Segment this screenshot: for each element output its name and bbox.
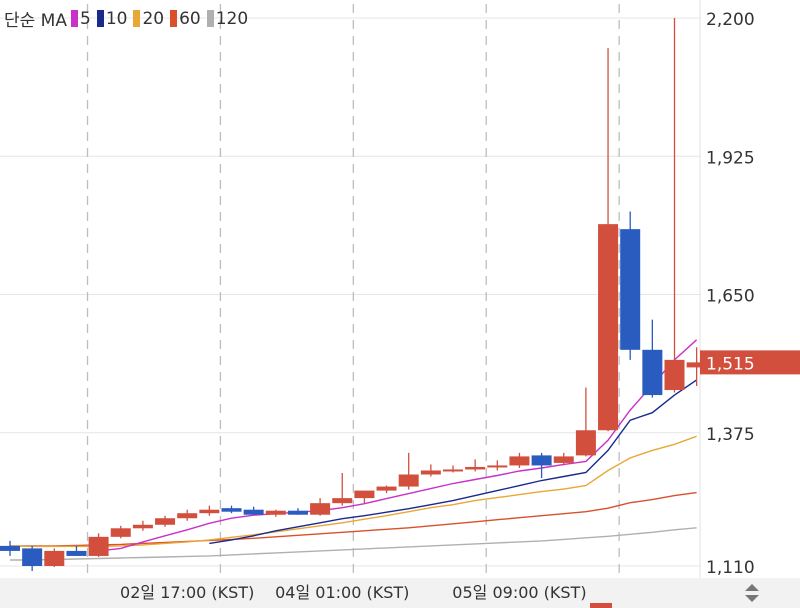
candle-body-4	[88, 536, 109, 556]
current-price-tag	[700, 350, 800, 375]
candle-body-11	[243, 509, 264, 515]
ma-line-60	[10, 491, 697, 547]
legend-label-ma10: 10	[105, 8, 128, 29]
candle-body-23	[509, 456, 530, 466]
ma-line-20	[9, 435, 697, 548]
candle-body-31	[686, 362, 707, 368]
candle-body-1	[22, 548, 43, 566]
legend-label-ma5: 5	[79, 8, 91, 29]
candle-body-9	[199, 509, 220, 514]
candle-body-6	[132, 524, 153, 529]
candle-body-14	[310, 503, 331, 515]
candle-body-2	[44, 550, 65, 566]
legend-label-ma20: 20	[142, 8, 165, 29]
x-tick-label-1: 04일 01:00 (KST)	[275, 583, 409, 602]
y-tick-label-0: 2,200	[706, 10, 755, 30]
candle-body-3	[66, 550, 87, 556]
candle-body-5	[110, 528, 131, 537]
candle-body-0	[0, 545, 20, 551]
candle-body-8	[177, 513, 198, 519]
legend-swatch-ma60	[170, 10, 178, 27]
legend-swatch-ma5	[70, 10, 78, 27]
legend-swatch-ma10	[96, 10, 104, 27]
candle-body-29	[642, 349, 663, 396]
x-axis-band	[0, 578, 800, 608]
candle-body-12	[265, 510, 286, 515]
candle-body-22	[487, 465, 508, 468]
current-price-label: 1,515	[706, 354, 755, 374]
candle-body-30	[664, 359, 685, 391]
ma-line-10	[209, 379, 697, 545]
candle-body-21	[465, 466, 486, 470]
ma-line-120	[10, 527, 697, 561]
legend-swatch-ma120	[206, 10, 214, 27]
candle-body-25	[553, 456, 574, 463]
candle-body-27	[598, 224, 619, 431]
candle-body-19	[420, 470, 441, 475]
candle-body-13	[287, 510, 308, 515]
candle-body-18	[398, 474, 419, 487]
candle-body-15	[332, 498, 353, 504]
candle-body-26	[575, 430, 596, 456]
x-tick-label-0: 02일 17:00 (KST)	[120, 583, 254, 602]
x-tick-label-2: 05일 09:00 (KST)	[452, 583, 586, 602]
y-tick-label-3: 1,375	[706, 425, 755, 445]
y-tick-label-4: 1,110	[706, 558, 755, 578]
candle-body-28	[620, 229, 641, 350]
ma-line-5	[98, 339, 698, 552]
candle-body-16	[354, 490, 375, 499]
legend-swatch-ma20	[133, 10, 141, 27]
volume-marker	[590, 603, 612, 608]
candle-body-7	[155, 518, 176, 525]
candle-body-17	[376, 486, 397, 491]
legend-prefix: 단순 MA	[4, 11, 67, 31]
legend-label-ma120: 120	[215, 8, 249, 29]
y-tick-label-2: 1,650	[706, 287, 755, 307]
legend-label-ma60: 60	[179, 8, 201, 29]
axis-scale-arrows-icon[interactable]	[742, 582, 762, 604]
candle-body-10	[221, 508, 242, 512]
y-tick-label-1: 1,925	[706, 148, 755, 168]
candle-body-24	[531, 455, 552, 466]
ma-legend: 단순 MA 5 10 20 60 120	[4, 6, 250, 32]
candle-body-20	[443, 469, 463, 472]
